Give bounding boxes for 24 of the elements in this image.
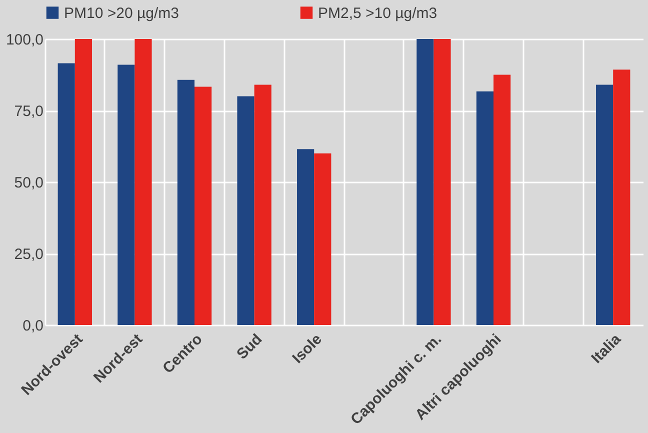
bar [494,74,511,325]
bar [476,91,494,325]
y-tick-label: 100,0 [6,32,44,48]
bar [416,39,434,325]
bar [237,96,254,325]
x-tick-label: Sud [234,330,266,363]
legend-label: PM2,5 >10 µg/m3 [318,4,438,22]
y-tick-label: 75,0 [14,103,44,120]
bar [118,64,135,325]
y-tick-label: 25,0 [14,246,44,263]
y-tick-label: 0,0 [22,318,44,334]
bar [58,63,75,325]
bar [74,39,92,325]
bar [177,80,194,325]
bar [134,39,152,325]
bar [613,70,630,325]
bar [596,84,614,325]
bar [194,86,212,325]
bar [254,84,272,325]
legend-label: PM10 >20 µg/m3 [64,4,179,22]
bar [314,153,332,325]
bar [434,39,451,325]
y-tick-label: 50,0 [14,174,44,192]
bar [297,149,314,325]
